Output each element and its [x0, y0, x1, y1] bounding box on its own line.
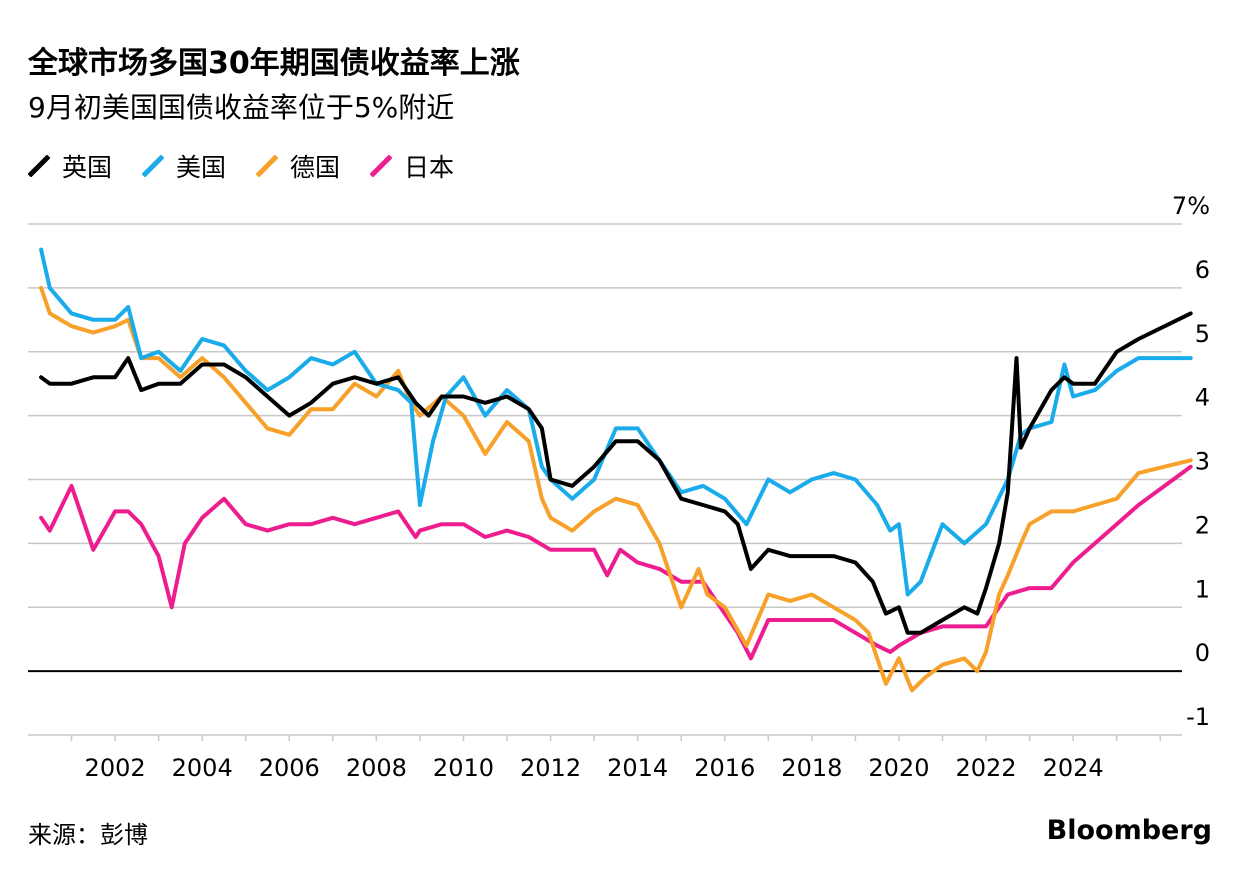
legend-item-uk: 英国: [28, 148, 112, 184]
x-tick-label: 2008: [346, 754, 407, 782]
chart-subtitle: 9月初美国国债收益率位于5%附近: [28, 91, 455, 124]
y-tick-label: 5: [1195, 320, 1210, 348]
x-tick-label: 2018: [781, 754, 842, 782]
y-tick-label: 0: [1195, 639, 1210, 667]
legend-label-uk: 英国: [62, 153, 113, 182]
legend-swatch-us: [142, 155, 165, 177]
y-tick-label: -1: [1186, 703, 1210, 731]
legend-item-de: 德国: [256, 148, 340, 184]
x-tick-label: 2002: [85, 754, 146, 782]
y-tick-label: 2: [1195, 511, 1210, 539]
series-line-uk: [39, 311, 1193, 635]
legend-item-us: 美国: [142, 148, 226, 184]
x-tick-label: 2006: [259, 754, 320, 782]
series-line-de: [39, 285, 1193, 693]
y-tick-label: 1: [1195, 575, 1210, 603]
legend-swatch-de: [256, 155, 279, 177]
bloomberg-logo: Bloomberg: [1046, 815, 1212, 846]
legend-label-us: 美国: [176, 153, 227, 182]
x-tick-label: 2010: [433, 754, 494, 782]
source-note: 来源：彭博: [28, 821, 148, 849]
series-line-jp: [39, 464, 1193, 661]
x-tick-label: 2024: [1043, 754, 1104, 782]
x-tick-label: 2004: [172, 754, 233, 782]
x-tick-label: 2020: [868, 754, 929, 782]
legend-label-de: 德国: [290, 153, 341, 182]
chart-legend: 英国 美国 德国 日本: [28, 148, 454, 184]
legend-swatch-uk: [28, 155, 50, 177]
chart-title: 全球市场多国30年期国债收益率上涨: [28, 46, 520, 81]
legend-item-jp: 日本: [370, 148, 454, 184]
legend-swatch-jp: [370, 155, 393, 177]
series-line-us: [39, 247, 1193, 597]
y-tick-label: 4: [1195, 384, 1210, 412]
y-tick-label: 6: [1195, 256, 1210, 284]
x-tick-label: 2014: [607, 754, 668, 782]
y-tick-label: 7%: [1172, 192, 1210, 220]
x-tick-label: 2012: [520, 754, 581, 782]
y-tick-label: 3: [1195, 448, 1210, 476]
x-tick-label: 2022: [955, 754, 1016, 782]
x-tick-label: 2016: [694, 754, 755, 782]
legend-label-jp: 日本: [404, 153, 455, 182]
